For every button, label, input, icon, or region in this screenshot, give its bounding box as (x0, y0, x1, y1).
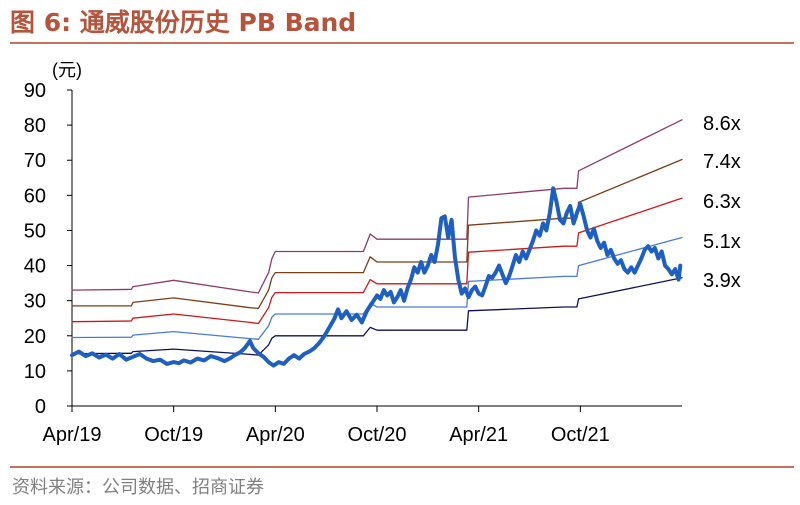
x-tick-label: Apr/21 (449, 424, 508, 446)
footer-divider (10, 466, 794, 468)
y-tick-label: 70 (24, 150, 46, 172)
y-tick-label: 20 (24, 326, 46, 348)
band-line-8-6x (71, 119, 683, 294)
y-unit-label: (元) (52, 60, 82, 80)
y-tick-label: 0 (35, 396, 46, 418)
x-tick-label: Oct/21 (551, 424, 610, 446)
band-label: 3.9x (703, 270, 741, 292)
price-line (70, 186, 683, 368)
band-label: 6.3x (703, 191, 741, 213)
title-divider (10, 42, 794, 44)
band-label: 7.4x (703, 151, 741, 173)
y-tick-label: 40 (24, 256, 46, 278)
y-tick-label: 30 (24, 291, 46, 313)
x-tick-label: Oct/19 (144, 424, 203, 446)
x-tick-label: Apr/20 (246, 424, 305, 446)
band-line-5-1x (71, 236, 683, 340)
y-tick-label: 50 (24, 220, 46, 242)
y-tick-label: 60 (24, 185, 46, 207)
figure-title: 图 6: 通威股份历史 PB Band (10, 8, 357, 37)
source-note: 资料来源：公司数据、招商证券 (12, 477, 264, 498)
x-tick-label: Apr/19 (43, 424, 102, 446)
band-label: 8.6x (703, 113, 741, 135)
band-line-6-3x (71, 197, 683, 325)
y-tick-label: 10 (24, 361, 46, 383)
band-line-3-9x (71, 277, 683, 356)
band-label: 5.1x (703, 231, 741, 253)
y-tick-label: 90 (24, 80, 46, 102)
y-tick-label: 80 (24, 115, 46, 137)
x-tick-label: Oct/20 (348, 424, 407, 446)
pb-band-chart: (元) 0 10 20 30 40 50 60 70 80 90 Apr/19 Oct/19 Apr/20… (24, 60, 741, 446)
